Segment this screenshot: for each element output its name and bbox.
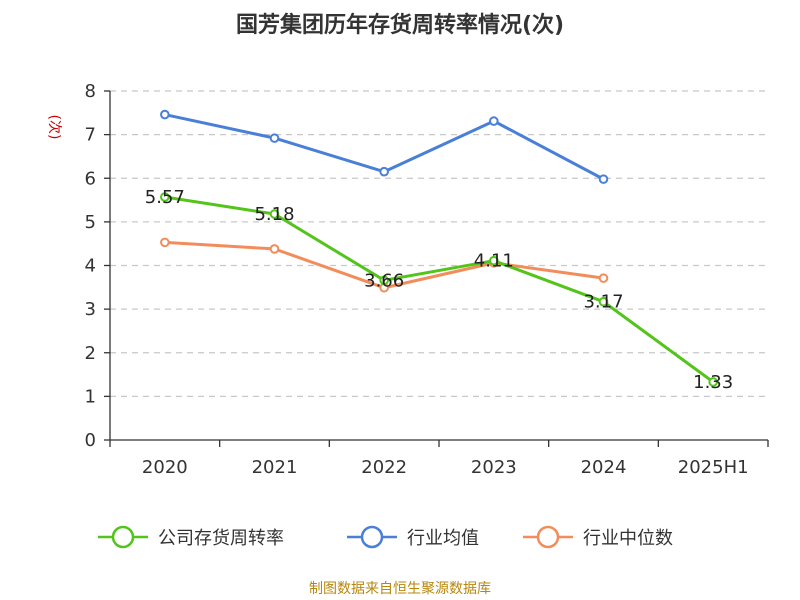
legend-label: 公司存货周转率 xyxy=(158,528,284,549)
legend-label: 行业均值 xyxy=(407,528,479,549)
series-point-1 xyxy=(160,109,170,120)
y-axis-ticks: 0 1 2 3 4 5 6 7 8 xyxy=(85,81,110,451)
legend-swatch-marker xyxy=(536,525,560,549)
data-labels: 5.57 5.18 3.66 4.11 3.17 1.33 xyxy=(145,187,733,393)
y-tick-label: 1 xyxy=(85,386,96,407)
y-tick-label: 4 xyxy=(85,256,96,277)
legend-label: 行业中位数 xyxy=(583,528,673,549)
legend-swatch-marker xyxy=(360,525,384,549)
series-point-2 xyxy=(160,237,170,248)
series-point-1 xyxy=(598,174,609,184)
data-label: 3.66 xyxy=(364,270,404,291)
data-label: 5.18 xyxy=(254,204,294,225)
x-tick-label: 2020 xyxy=(142,457,188,478)
data-label: 1.33 xyxy=(693,372,733,393)
series-line-0 xyxy=(164,195,715,384)
x-axis-ticks: 2020 2021 2022 2023 2024 2025H1 xyxy=(109,440,769,478)
y-tick-label: 2 xyxy=(85,343,96,364)
series-point-1 xyxy=(269,133,280,143)
chart-title: 国芳集团历年存货周转率情况(次) xyxy=(236,12,564,38)
y-tick-label: 7 xyxy=(85,125,96,146)
y-axis-label: (次) xyxy=(46,115,62,140)
series-point-2 xyxy=(598,273,609,283)
series-point-0 xyxy=(269,209,280,219)
data-label: 5.57 xyxy=(145,187,185,208)
series-point-2 xyxy=(269,244,280,254)
series-point-0 xyxy=(598,296,609,307)
series-point-1 xyxy=(379,166,389,177)
y-tick-label: 0 xyxy=(85,430,96,451)
x-tick-label: 2023 xyxy=(471,457,517,478)
data-label: 3.17 xyxy=(583,292,623,313)
series-point-1 xyxy=(489,116,499,126)
series-point-0 xyxy=(708,377,718,387)
y-tick-label: 6 xyxy=(85,168,96,189)
y-tick-label: 3 xyxy=(85,299,96,320)
y-tick-label: 5 xyxy=(85,212,96,233)
y-tick-label: 8 xyxy=(85,81,96,102)
series-point-0 xyxy=(160,192,170,202)
x-tick-label: 2021 xyxy=(252,457,298,478)
x-tick-label: 2022 xyxy=(361,457,407,478)
legend-swatch-marker xyxy=(111,525,135,549)
axes xyxy=(109,91,768,441)
source-note: 制图数据来自恒生聚源数据库 xyxy=(309,581,491,597)
series-group xyxy=(160,109,718,387)
x-tick-label: 2025H1 xyxy=(678,457,749,478)
x-tick-label: 2024 xyxy=(581,457,627,478)
series-point-0 xyxy=(489,255,499,266)
series-point-0 xyxy=(379,275,389,286)
legend: 公司存货周转率 行业均值 行业中位数 xyxy=(98,525,673,549)
data-label: 4.11 xyxy=(474,251,514,272)
